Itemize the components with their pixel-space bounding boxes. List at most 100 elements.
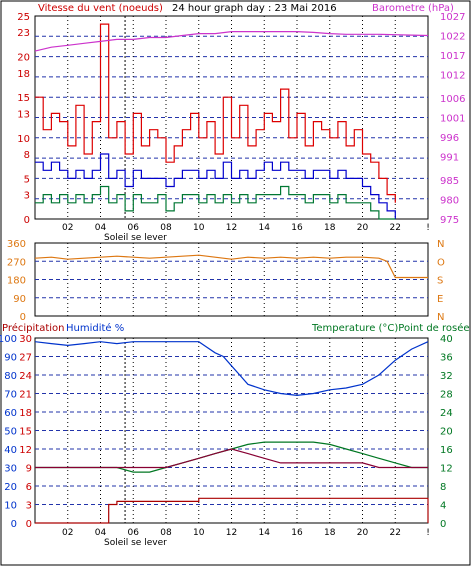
panel-1-x-tick-label: ! bbox=[426, 223, 430, 233]
panel-2-left-tick-label: 90 bbox=[13, 294, 26, 305]
panel-1-right-tick-label: 975 bbox=[440, 215, 459, 226]
panel-3-left-tick-label: 60 bbox=[4, 408, 17, 419]
panel-1-x-tick-label: 08 bbox=[160, 223, 172, 233]
series-pressure-line bbox=[34, 31, 429, 52]
panel-1-left-tick-label: 20 bbox=[17, 53, 30, 64]
compass-letter: E bbox=[437, 294, 443, 305]
series-wind_max-line bbox=[35, 23, 396, 203]
panel-1-x-tick-label: 22 bbox=[390, 223, 401, 233]
panel-1-left-tick-label: 10 bbox=[17, 134, 30, 145]
series-wind_min-line bbox=[35, 185, 396, 220]
panel-1-left-tick-label: 15 bbox=[17, 93, 30, 104]
panel-3-left-tick-label: 6 bbox=[26, 482, 32, 493]
panel-1-left-tick-label: 25 bbox=[17, 12, 30, 23]
panel-1-left-tick-label: 13 bbox=[17, 109, 30, 120]
panel-3-x-tick-label: 06 bbox=[128, 528, 140, 538]
panel-3-left-tick-label: 100 bbox=[0, 334, 17, 345]
panel-3-left-tick-label: 18 bbox=[19, 408, 32, 419]
panel-3-x-tick-label: 16 bbox=[291, 528, 303, 538]
panel-3-left-tick-label: 24 bbox=[19, 371, 32, 382]
panel-3-right-tick-label: 40 bbox=[440, 334, 453, 345]
wind-axis-title: Vitesse du vent (noeuds) bbox=[38, 3, 163, 14]
panel-3-left-tick-label: 20 bbox=[4, 482, 17, 493]
panel-3-x-tick-label: 02 bbox=[62, 528, 73, 538]
panel-3-x-tick-label: 20 bbox=[357, 528, 369, 538]
panel-1-right-tick-label: 1006 bbox=[440, 94, 465, 105]
panel-3-left-tick-label: 10 bbox=[4, 501, 17, 512]
panel-3-right-tick-label: 32 bbox=[440, 371, 453, 382]
panel-1-right-tick-label: 991 bbox=[440, 153, 459, 164]
panel-1-left-tick-label: 5 bbox=[24, 174, 30, 185]
panel-1-left-tick-label: 8 bbox=[24, 150, 30, 161]
precip-axis-title: Précipitation bbox=[2, 322, 65, 334]
panel-3-left-tick-label: 70 bbox=[4, 390, 17, 401]
panel-1-x-tick-label: 16 bbox=[291, 223, 303, 233]
series-direction-line bbox=[34, 254, 428, 279]
panel-2-left-tick-label: 360 bbox=[7, 239, 26, 250]
panel-3-right-tick-label: 36 bbox=[440, 353, 453, 364]
panel-3-x-tick-label: 18 bbox=[324, 528, 336, 538]
chart-title: 24 hour graph day : 23 Mai 2016 bbox=[172, 3, 337, 14]
panel-1-x-tick-label: 12 bbox=[226, 223, 237, 233]
panel-1-left-tick-label: 23 bbox=[17, 28, 30, 39]
panel-1-right-tick-label: 996 bbox=[440, 133, 459, 144]
panel-1-x-tick-label: 06 bbox=[128, 223, 140, 233]
panel-3-left-tick-label: 9 bbox=[26, 464, 32, 475]
panel-1-right-tick-label: 985 bbox=[440, 176, 459, 187]
panel-3-x-tick-label: 14 bbox=[259, 528, 271, 538]
panel-3-x-tick-label: 04 bbox=[95, 528, 107, 538]
panel-1-right-tick-label: 1027 bbox=[440, 12, 465, 23]
panel-1-right-tick-label: 1012 bbox=[440, 71, 465, 82]
panel-3-left-tick-label: 21 bbox=[19, 390, 32, 401]
panel-1-x-tick-label: 04 bbox=[95, 223, 107, 233]
panel-1-left-tick-label: 18 bbox=[17, 69, 30, 80]
sunrise-label-top: Soleil se lever bbox=[104, 233, 167, 243]
panel-1-right-tick-label: 1001 bbox=[440, 114, 465, 125]
panel-2-left-tick-label: 0 bbox=[20, 312, 26, 323]
panel-1-x-tick-label: 02 bbox=[62, 223, 73, 233]
panel-1-right-tick-label: 1022 bbox=[440, 32, 465, 43]
chart-marks: 0358101315182023259759809859919961001100… bbox=[0, 12, 465, 538]
panel-3-right-tick-label: 12 bbox=[440, 464, 453, 475]
series-precip-line bbox=[35, 497, 429, 524]
panel-3-right-tick-label: 20 bbox=[440, 427, 453, 438]
series-wind_avg-line bbox=[35, 153, 396, 219]
panel-1-x-tick-label: 10 bbox=[193, 223, 205, 233]
panel-3-left-tick-label: 40 bbox=[4, 445, 17, 456]
panel-3-right-tick-label: 24 bbox=[440, 408, 453, 419]
panel-3-x-tick-label: 10 bbox=[193, 528, 205, 538]
panel-3-left-tick-label: 3 bbox=[26, 501, 32, 512]
panel-3-left-tick-label: 30 bbox=[19, 334, 32, 345]
panel-1-right-tick-label: 1017 bbox=[440, 51, 465, 62]
panel-2-left-tick-label: 180 bbox=[7, 276, 26, 287]
panel-3-x-tick-label: 12 bbox=[226, 528, 237, 538]
panel-3-x-tick-label: 22 bbox=[390, 528, 401, 538]
sunrise-label-bottom: Soleil se lever bbox=[104, 538, 167, 548]
panel-3-left-tick-label: 0 bbox=[11, 519, 17, 530]
series-humidity-line bbox=[34, 341, 429, 397]
panel-3-left-tick-label: 12 bbox=[19, 445, 32, 456]
panel-3-x-tick-label: ! bbox=[426, 528, 430, 538]
panel-3-left-tick-label: 50 bbox=[4, 427, 17, 438]
panel-3-right-tick-label: 0 bbox=[440, 519, 446, 530]
panel-1-x-tick-label: 20 bbox=[357, 223, 369, 233]
compass-letter: O bbox=[437, 257, 445, 268]
panel-3-left-tick-label: 30 bbox=[4, 464, 17, 475]
humidity-axis-title: Humidité % bbox=[66, 322, 124, 334]
panel-3-left-tick-label: 0 bbox=[26, 519, 32, 530]
panel-3-x-tick-label: 08 bbox=[160, 528, 172, 538]
panel-1-x-tick-label: 14 bbox=[259, 223, 271, 233]
compass-letter: N bbox=[437, 239, 444, 250]
panel-3-right-tick-label: 8 bbox=[440, 482, 446, 493]
panel-3-left-tick-label: 80 bbox=[4, 371, 17, 382]
panel-2-left-tick-label: 270 bbox=[7, 257, 26, 268]
compass-letter: S bbox=[437, 276, 443, 287]
panel-3-left-tick-label: 15 bbox=[19, 427, 32, 438]
panel-1-left-tick-label: 0 bbox=[24, 215, 30, 226]
panel-3-right-tick-label: 4 bbox=[440, 501, 446, 512]
pressure-axis-title: Barometre (hPa) bbox=[372, 3, 454, 14]
panel-3-right-tick-label: 16 bbox=[440, 445, 453, 456]
